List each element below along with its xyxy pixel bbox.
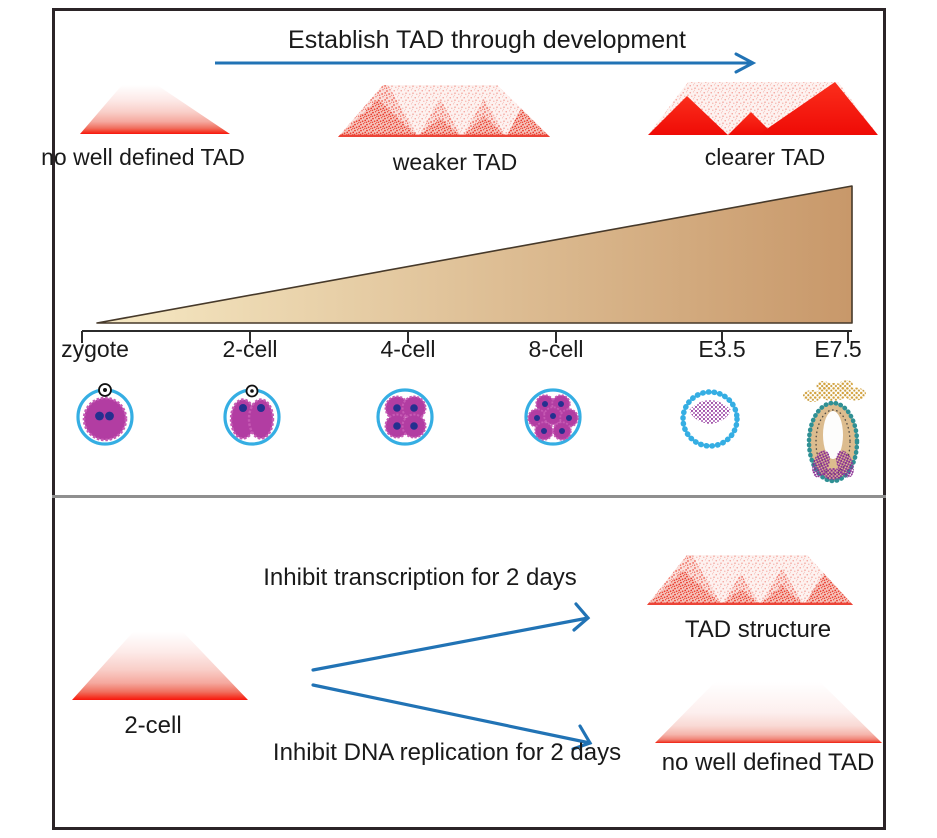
e75-embryo-icon	[803, 380, 866, 484]
heatmap-no-tad-bottom-icon	[655, 682, 882, 743]
four-cell-embryo-icon	[376, 388, 434, 446]
page-title: Establish TAD through development	[288, 26, 686, 54]
eight-cell-embryo-icon	[524, 388, 582, 446]
development-arrow-icon	[215, 52, 757, 74]
embryo-strip	[76, 380, 866, 484]
heatmap-no-tad-label: no well defined TAD	[41, 144, 245, 170]
heatmap-tad-structure-icon	[647, 555, 853, 605]
timeline-axis	[81, 330, 852, 343]
heatmap-no-tad-icon	[80, 85, 230, 134]
heatmap-weaker-tad-label: weaker TAD	[392, 149, 518, 175]
branch-arrows-icon	[311, 602, 593, 751]
stage-label-2cell: 2-cell	[222, 336, 278, 362]
zygote-embryo-icon	[76, 383, 134, 446]
heatmap-clearer-tad-label: clearer TAD	[704, 144, 826, 170]
stage-label-8cell: 8-cell	[528, 336, 584, 362]
stage-label-4cell: 4-cell	[380, 336, 436, 362]
e35-blastocyst-icon	[680, 389, 740, 449]
heatmap-weaker-tad-icon	[338, 85, 550, 137]
stage-label-e75: E7.5	[814, 336, 862, 362]
result-no-tad-label: no well defined TAD	[661, 749, 875, 776]
result-tad-structure-label: TAD structure	[684, 616, 832, 643]
heatmap-2cell-icon	[72, 632, 248, 700]
branch-transcription-label: Inhibit transcription for 2 days	[263, 564, 577, 591]
heatmap-clearer-tad-icon	[648, 82, 878, 135]
development-gradient-wedge	[96, 185, 853, 324]
stage-label-e35: E3.5	[698, 336, 746, 362]
bottom-start-label: 2-cell	[124, 712, 182, 739]
branch-replication-label: Inhibit DNA replication for 2 days	[272, 739, 622, 766]
panel-divider	[52, 495, 886, 498]
stage-label-zygote: zygote	[61, 336, 129, 362]
two-cell-embryo-icon	[223, 384, 281, 446]
